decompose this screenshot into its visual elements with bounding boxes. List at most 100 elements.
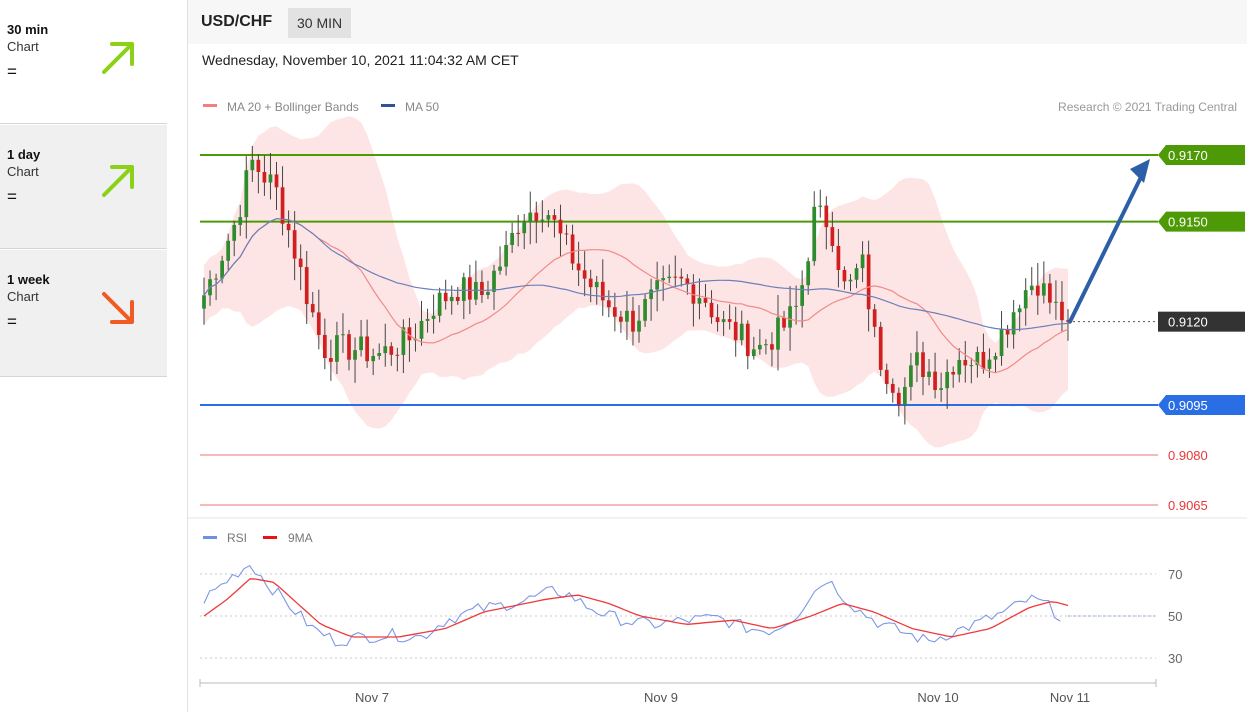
timeframe-badge[interactable]: 30 MIN <box>288 8 352 38</box>
candle-body <box>830 227 835 246</box>
candle <box>945 359 950 409</box>
candle-body <box>510 232 514 245</box>
sidebar-item-1week[interactable]: 1 week Chart = <box>0 250 167 377</box>
chart-legend: MA 20 + Bollinger Bands MA 50 Research ©… <box>203 100 1237 114</box>
candle <box>667 264 672 284</box>
candle-body <box>685 278 690 285</box>
candle <box>963 341 968 383</box>
candle-body <box>594 281 599 288</box>
candle-body <box>1048 283 1052 303</box>
candle-body <box>449 296 454 302</box>
candle-body <box>745 323 750 357</box>
candle-body <box>401 327 406 355</box>
candle <box>214 273 218 301</box>
candle-body <box>1041 283 1046 296</box>
candle <box>401 319 406 374</box>
candle <box>582 251 587 297</box>
candle <box>606 290 611 318</box>
candle-body <box>836 245 841 270</box>
candle-body <box>818 205 823 207</box>
candle <box>679 268 684 287</box>
candle-body <box>262 171 267 183</box>
candle <box>600 259 605 316</box>
legend-swatch-9ma <box>263 536 277 539</box>
candle-body <box>377 353 382 356</box>
candle-body <box>733 321 738 341</box>
candle <box>715 304 720 332</box>
sidebar-item-subtitle: Chart <box>7 39 39 54</box>
candle-body <box>981 351 986 369</box>
candle <box>788 286 792 351</box>
x-tick-label: Nov 7 <box>355 690 389 705</box>
candle-body <box>316 312 321 335</box>
level-tag <box>1158 145 1245 165</box>
candle-body <box>298 258 303 268</box>
candle <box>389 342 394 366</box>
candle <box>480 270 484 303</box>
candle-body <box>552 215 557 220</box>
candle-body <box>335 335 339 362</box>
candle-body <box>341 334 345 336</box>
candle-body <box>244 170 249 218</box>
candle-body <box>612 307 617 317</box>
candle-body <box>739 323 744 341</box>
candle-body <box>860 254 865 269</box>
candle-body <box>606 300 611 308</box>
candle-body <box>1017 308 1022 313</box>
candle-body <box>220 260 224 279</box>
current-price-tag <box>1158 311 1245 332</box>
candle <box>836 228 841 288</box>
legend-rsi-label: RSI <box>227 531 247 545</box>
candle <box>848 273 853 292</box>
candle-body <box>588 278 593 288</box>
candle <box>1066 309 1070 341</box>
candle <box>661 265 666 301</box>
level-tag <box>1158 395 1245 415</box>
candle <box>359 319 363 357</box>
candle <box>830 211 835 253</box>
candle <box>1048 273 1052 314</box>
candle-body <box>486 291 490 296</box>
candle-body <box>691 284 696 304</box>
candle <box>377 343 382 360</box>
sidebar-item-30min[interactable]: 30 min Chart = <box>0 0 167 124</box>
sidebar-item-1day[interactable]: 1 day Chart = <box>0 125 167 249</box>
candle <box>1054 280 1058 320</box>
chart-credit: Research © 2021 Trading Central <box>1058 100 1237 114</box>
candle <box>1011 300 1016 349</box>
candle-body <box>649 289 653 300</box>
candle-body <box>1066 320 1070 322</box>
candle-body <box>776 317 780 350</box>
candle-body <box>256 159 261 172</box>
candle <box>866 240 871 332</box>
forecast-arrow-shaft <box>1068 169 1146 324</box>
legend-swatch-ma20 <box>203 104 217 107</box>
candle <box>552 209 557 238</box>
level-label: 0.9065 <box>1168 498 1208 513</box>
candle-body <box>504 244 508 267</box>
rsi-panel: RSI 9MA 70 50 30 <box>200 531 1182 666</box>
candle-body <box>528 212 533 222</box>
panel-divider <box>187 0 188 712</box>
level-tag <box>1158 211 1245 232</box>
candle <box>594 275 599 305</box>
rsi-tick-label: 30 <box>1168 651 1182 666</box>
candle <box>915 331 919 383</box>
candle-body <box>292 230 297 259</box>
candle-body <box>250 159 255 171</box>
chart-header: USD/CHF 30 MIN <box>188 0 1247 44</box>
candle <box>721 310 726 336</box>
candle <box>794 285 798 325</box>
candle-body <box>371 355 376 362</box>
candle <box>612 292 617 332</box>
timeframe-sidebar: 30 min Chart = 1 day Chart = 1 week Char… <box>0 0 167 712</box>
forecast-arrow <box>1068 159 1150 324</box>
rsi-tick-label: 70 <box>1168 567 1182 582</box>
candle <box>951 366 956 388</box>
candle-body <box>890 383 895 393</box>
candle-body <box>347 334 351 360</box>
level-label: 0.9150 <box>1168 215 1208 230</box>
candle <box>353 337 357 383</box>
candle <box>576 241 581 287</box>
sidebar-item-title: 30 min <box>7 22 49 37</box>
